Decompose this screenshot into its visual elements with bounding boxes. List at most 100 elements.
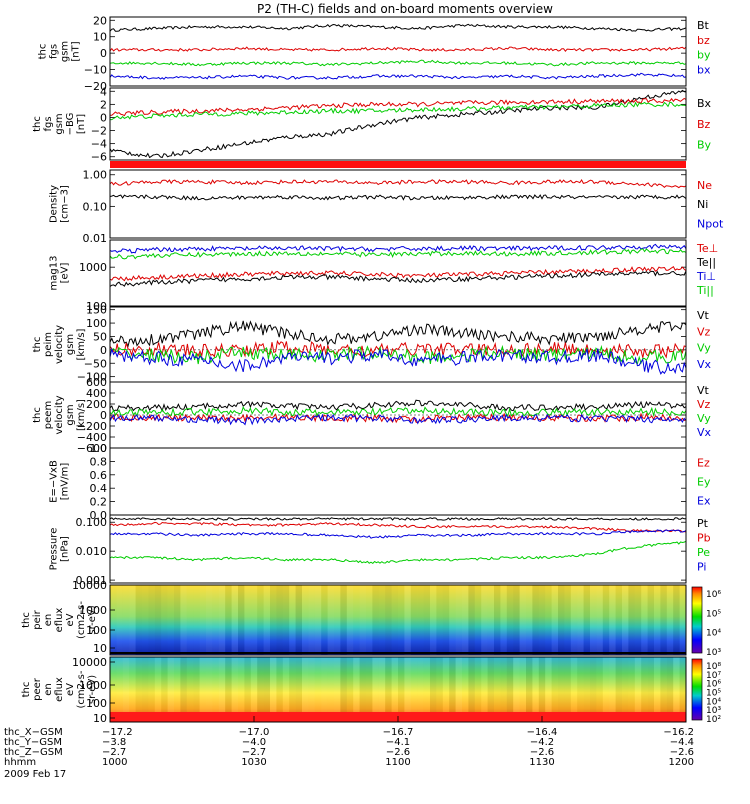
series-line-Ne [109,179,687,189]
spectrogram-texture [167,657,174,722]
y-tick-label: 400 [86,387,107,400]
spectrogram-texture [558,585,565,655]
spectrogram-texture [455,585,462,655]
spectrogram-texture [545,585,552,655]
spectrogram-texture [570,585,578,655]
y-axis-label: [nT] [76,114,87,134]
spectrogram-texture [180,657,187,722]
spectrogram-texture [462,585,469,655]
x-tick-label: 1030 [241,757,266,768]
colorbar-9: 10⁶ 10⁵ 10⁴ 10³ [691,586,721,658]
spectrogram-texture [609,657,616,722]
y-axis-label: [km/s] [76,328,87,360]
panel-frame [109,239,687,307]
x-axis-row-label: thc_Y−GSM [4,737,62,748]
spectrogram-texture [199,585,206,655]
spectrogram-texture [596,657,603,722]
y-tick-label: 10 [93,642,107,655]
spectrogram-texture [570,657,578,722]
spectrogram-texture [583,657,590,722]
mode-indicator-bar [110,161,686,168]
figure-title: P2 (TH-C) fields and on-board moments ov… [257,2,553,16]
spectrogram-texture [455,657,462,722]
y-axis-label: thc [38,44,49,60]
spectrogram-texture [660,657,667,722]
y-tick-label: −50 [84,357,107,370]
panel-frame [109,447,687,516]
series-line-Pi [109,529,687,539]
y-axis-label: peim [43,332,54,357]
spectrogram-texture [442,657,450,722]
spectrogram-texture [634,657,642,722]
spectrogram-texture [372,657,379,722]
x-tick-label: 1100 [385,757,410,768]
y-tick-label: 1000 [79,261,107,274]
spectrogram-texture [519,585,526,655]
spectrogram-texture [660,585,667,655]
y-axis-label: gsm [60,41,71,62]
y-axis-label: peir [32,609,43,629]
y-axis-label: velocity [54,325,65,364]
spectrogram-texture [583,585,590,655]
spectrogram-texture [263,585,270,655]
spectrogram-texture [142,585,149,655]
spectrogram-texture [641,585,648,655]
legend-Ez: Ez [697,457,710,470]
y-axis-label: gsm [65,334,76,355]
spectrogram-texture [410,585,418,655]
y-axis-label: (cm2-s- [76,601,87,639]
y-tick-label: 0.01 [83,232,108,245]
spectrogram-texture [346,585,354,655]
colorbar-gradient [691,586,703,654]
y-axis-label: gsm [65,404,76,425]
x-tick-label: −16.7 [383,727,414,738]
spectrogram-texture [391,585,398,655]
spectrogram-texture [506,585,514,655]
spectrogram-texture [391,657,398,722]
legend-bx: bx [697,63,711,76]
y-tick-label: 10 [93,712,107,725]
spectrogram-texture [398,585,405,655]
legend-Ni: Ni [697,198,708,211]
spectrogram-texture [532,657,539,722]
spectrogram-texture [174,585,181,655]
spectrogram-texture [231,657,238,722]
x-tick-label: −3.8 [102,737,126,748]
legend-Ey: Ey [697,476,711,489]
x-tick-label: 1200 [669,757,694,768]
y-axis-label: fgs [43,116,54,131]
spectrogram-texture [430,585,437,655]
spectrogram-texture [513,657,520,722]
spectrogram-texture [622,585,629,655]
y-tick-label: 10000 [72,579,107,592]
spectrogram-texture [673,657,680,722]
y-tick-label: 0.001 [76,574,108,587]
y-tick-label: 600 [86,376,107,389]
y-tick-label: 100 [86,697,107,710]
legend-bz: bz [697,34,710,47]
y-axis-label: thc [32,116,43,132]
spectrogram-texture [110,657,117,722]
panel-frame [109,584,687,656]
spectrogram-texture [206,585,213,655]
spectrogram-texture [122,585,130,655]
legend-Vz: Vz [697,398,711,411]
spectrogram-texture [244,585,251,655]
date-label: 2009 Feb 17 [4,769,66,780]
spectrogram-texture [340,585,347,655]
spectrogram-texture [378,657,386,722]
spectrogram-texture [148,657,155,722]
spectrogram-texture [481,657,488,722]
legend-By: By [697,139,712,152]
y-tick-label: 150 [86,304,107,317]
spectrogram-texture [526,585,533,655]
spectrogram-texture [231,585,238,655]
spectrogram-texture [551,657,558,722]
spectrogram-texture [564,657,571,722]
y-tick-label: 10 [93,31,107,44]
y-tick-label: 1000 [79,604,107,617]
spectrogram-texture [129,585,136,655]
x-tick-label: −4.4 [670,737,694,748]
spectrogram-texture [116,657,123,722]
